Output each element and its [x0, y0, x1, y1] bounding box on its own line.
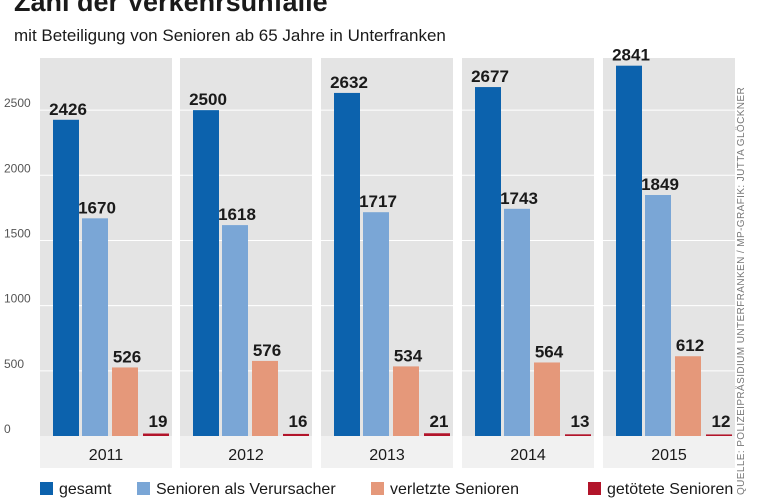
bar-label-2015-2: 1849: [641, 175, 679, 194]
bar-label-2014-1: 2677: [471, 67, 509, 86]
bar-2014-4: [565, 434, 591, 436]
bar-label-2013-2: 1717: [359, 192, 397, 211]
bar-2011-4: [143, 433, 169, 436]
bar-label-2014-4: 13: [571, 412, 590, 431]
legend-item-3: verletzte Senioren: [371, 481, 519, 499]
bars: [53, 65, 732, 437]
x-label-2015: 2015: [651, 447, 687, 464]
year-label-strip-2012: [180, 436, 312, 468]
y-tick-2500: 2500: [4, 96, 31, 110]
bar-value-labels: 2426 2500 2632 2677 2841 1670 1618 1717 1743 1849…: [49, 46, 730, 431]
bar-2013-3: [393, 366, 419, 436]
chart-title: Zahl der Verkehrsunfälle: [14, 0, 328, 17]
bar-2013-2: [363, 212, 389, 436]
y-tick-2000: 2000: [4, 161, 31, 175]
year-label-strip-2014: [462, 436, 594, 468]
bar-label-2013-1: 2632: [330, 73, 368, 92]
bar-label-2011-2: 1670: [78, 198, 116, 217]
x-label-2012: 2012: [228, 447, 264, 464]
legend-label: verletzte Senioren: [390, 481, 519, 498]
bar-label-2015-4: 12: [712, 412, 731, 431]
legend-label: gesamt: [59, 481, 112, 498]
legend-swatch: [371, 482, 384, 495]
bar-2013-4: [424, 433, 450, 436]
legend: gesamt Senioren als Verursacher verletzte …: [0, 478, 760, 500]
bar-label-2012-4: 16: [289, 412, 308, 431]
bar-2012-4: [283, 433, 309, 436]
legend-swatch: [40, 482, 53, 495]
bar-2013-1: [334, 92, 360, 437]
bar-label-2012-1: 2500: [189, 90, 227, 109]
source-credit: QUELLE: POLIZEIPRÄSIDIUM UNTERFRANKEN / …: [736, 86, 747, 495]
bar-2012-3: [252, 360, 278, 436]
bar-2011-1: [53, 119, 79, 436]
x-axis-labels: 2011 2012 2013 2014 2015: [89, 447, 687, 464]
bar-label-2011-3: 526: [113, 347, 141, 366]
bar-label-2015-3: 612: [676, 336, 704, 355]
bar-2015-3: [675, 356, 701, 436]
bar-label-2011-4: 19: [149, 412, 168, 431]
bar-label-2011-1: 2426: [49, 100, 87, 119]
legend-item-4: getötete Senioren: [588, 481, 733, 499]
x-label-2014: 2014: [510, 447, 546, 464]
year-label-strip-2011: [40, 436, 172, 468]
year-label-strip-2015: [603, 436, 735, 468]
bar-label-2013-3: 534: [394, 346, 423, 365]
x-label-2013: 2013: [369, 447, 405, 464]
legend-label: getötete Senioren: [607, 481, 734, 498]
legend-item-1: gesamt: [40, 481, 111, 499]
legend-item-2: Senioren als Verursacher: [137, 481, 336, 499]
bar-label-2013-4: 21: [430, 412, 449, 431]
legend-swatch: [588, 482, 601, 495]
y-tick-500: 500: [4, 357, 24, 371]
x-label-2011: 2011: [89, 447, 124, 464]
bar-chart: 0 500 1000 1500 2000 2500 2426 2500 2632 2677 284…: [4, 46, 735, 468]
bar-2015-1: [616, 65, 642, 437]
bar-2015-2: [645, 194, 671, 436]
y-tick-1500: 1500: [4, 226, 31, 240]
y-tick-1000: 1000: [4, 292, 31, 306]
y-axis-ticks: 0 500 1000 1500 2000 2500: [4, 96, 31, 436]
bar-2015-4: [706, 434, 732, 436]
bar-2012-1: [193, 110, 219, 436]
bar-2012-2: [222, 225, 248, 436]
bar-2014-1: [475, 87, 501, 436]
bar-label-2014-3: 564: [535, 342, 564, 361]
bar-label-2012-2: 1618: [218, 205, 256, 224]
year-label-strip-2013: [321, 436, 453, 468]
y-tick-0: 0: [4, 422, 11, 436]
bar-label-2014-2: 1743: [500, 189, 538, 208]
bar-label-2012-3: 576: [253, 341, 281, 360]
chart-subtitle: mit Beteiligung von Senioren ab 65 Jahre…: [14, 26, 446, 45]
bar-2014-3: [534, 362, 560, 436]
bar-2011-3: [112, 367, 138, 436]
legend-swatch: [137, 482, 150, 495]
bar-2011-2: [82, 218, 108, 436]
legend-label: Senioren als Verursacher: [156, 481, 336, 498]
bar-label-2015-1: 2841: [612, 46, 650, 65]
bar-2014-2: [504, 208, 530, 436]
